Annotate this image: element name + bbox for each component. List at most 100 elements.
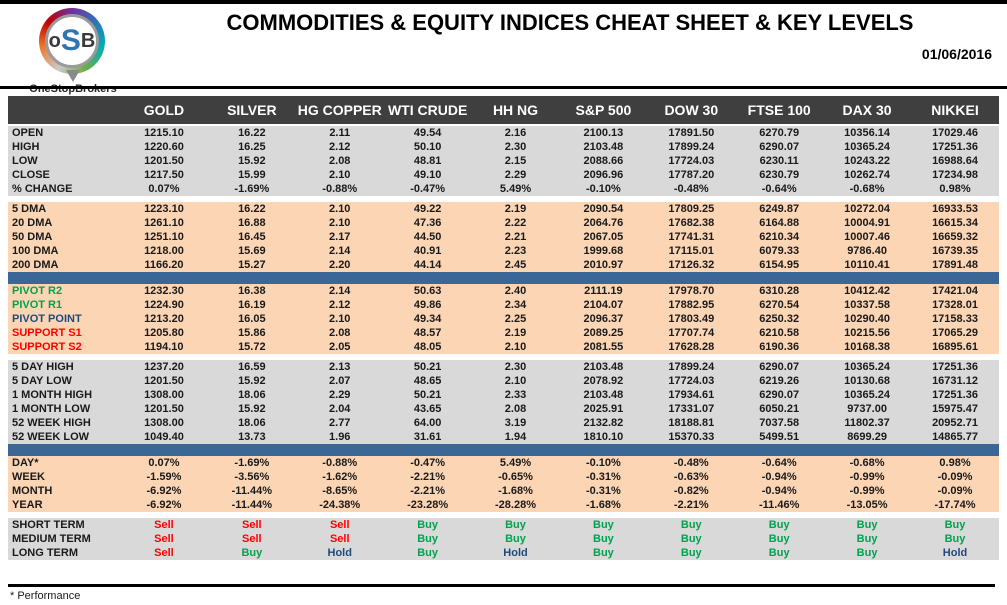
row-label: SUPPORT S1	[8, 326, 120, 340]
section-divider-gap	[8, 196, 999, 202]
cell: 15.72	[207, 340, 296, 354]
footer-divider	[8, 584, 995, 587]
column-header: NIKKEI	[911, 96, 999, 124]
cell: 16.38	[207, 284, 296, 298]
cell: 16731.12	[911, 374, 999, 388]
table-row-medium-term: MEDIUM TERM Sell Sell Sell Buy Buy Buy Buy Buy Bu…	[8, 532, 999, 546]
table-row-support-s2: SUPPORT S2 1194.10 15.72 2.05 48.05 2.10 2081.…	[8, 340, 999, 354]
cell: 10365.24	[823, 388, 912, 402]
table-row-52-week-high: 52 WEEK HIGH 1308.00 18.06 2.77 64.00 3.19 213…	[8, 416, 999, 430]
cell: 1220.60	[120, 140, 208, 154]
column-header: S&P 500	[559, 96, 648, 124]
cell: -6.92%	[120, 498, 208, 512]
cell: -0.31%	[559, 484, 648, 498]
cell: 1.96	[295, 430, 384, 444]
cell: 6210.58	[735, 326, 824, 340]
cell: -6.92%	[120, 484, 208, 498]
cell: -2.21%	[383, 470, 472, 484]
cell: 2081.55	[559, 340, 648, 354]
cell: Buy	[647, 546, 736, 560]
cell: 15370.33	[647, 430, 736, 444]
row-label: 5 DMA	[8, 202, 120, 216]
table-row-1-month-high: 1 MONTH HIGH 1308.00 18.06 2.29 50.21 2.33 210…	[8, 388, 999, 402]
cell: 6079.33	[735, 244, 824, 258]
cell: 11802.37	[823, 416, 912, 430]
row-label: PIVOT R2	[8, 284, 120, 298]
cell: 2.10	[295, 216, 384, 230]
cell: Sell	[120, 546, 208, 560]
cell: 15.86	[207, 326, 296, 340]
cell: 50.63	[383, 284, 472, 298]
cell: Buy	[647, 532, 736, 546]
cell: 18188.81	[647, 416, 736, 430]
cell: 6219.26	[735, 374, 824, 388]
cell: 16.22	[207, 126, 296, 140]
cell: -0.63%	[647, 470, 736, 484]
column-header: WTI CRUDE	[383, 96, 472, 124]
cell: 1224.90	[120, 298, 208, 312]
section-divider-gap	[8, 124, 999, 126]
row-label: % CHANGE	[8, 182, 120, 196]
cell: Buy	[823, 546, 912, 560]
cell: 1205.80	[120, 326, 208, 340]
cell: 6270.79	[735, 126, 824, 140]
cell: Sell	[207, 518, 296, 532]
table-row-high: HIGH 1220.60 16.25 2.12 50.10 2.30 2103.48 1789…	[8, 140, 999, 154]
cell: -3.56%	[207, 470, 296, 484]
cell: 2.13	[295, 360, 384, 374]
cell: 17251.36	[911, 360, 999, 374]
cell: Buy	[647, 518, 736, 532]
cell: 2.07	[295, 374, 384, 388]
cell: 2.23	[471, 244, 560, 258]
cell: 16615.34	[911, 216, 999, 230]
cell: 1215.10	[120, 126, 208, 140]
cell: -1.59%	[120, 470, 208, 484]
cell: -0.64%	[735, 182, 824, 196]
cheat-sheet-table-container: GOLD SILVER HG COPPER WTI CRUDE HH NG S&P 500…	[8, 96, 999, 560]
cell: 1223.10	[120, 202, 208, 216]
cell: -17.74%	[911, 498, 999, 512]
cell: 17115.01	[647, 244, 736, 258]
cell: -11.44%	[207, 498, 296, 512]
row-label: 100 DMA	[8, 244, 120, 258]
table-row-20-dma: 20 DMA 1261.10 16.88 2.10 47.36 2.22 2064.76 17…	[8, 216, 999, 230]
cell: 2.40	[471, 284, 560, 298]
cell: 48.05	[383, 340, 472, 354]
cell: Buy	[559, 518, 648, 532]
row-label: CLOSE	[8, 168, 120, 182]
table-row-close: CLOSE 1217.50 15.99 2.10 49.10 2.29 2096.96 177…	[8, 168, 999, 182]
cell: 2.10	[295, 168, 384, 182]
cell: 10337.58	[823, 298, 912, 312]
cell: 7037.58	[735, 416, 824, 430]
cell: 17934.61	[647, 388, 736, 402]
cell: 1261.10	[120, 216, 208, 230]
cell: 6250.32	[735, 312, 824, 326]
cell: 43.65	[383, 402, 472, 416]
cell: Sell	[207, 532, 296, 546]
cell: 16988.64	[911, 154, 999, 168]
cell: Buy	[559, 532, 648, 546]
row-label: MONTH	[8, 484, 120, 498]
cell: Buy	[911, 518, 999, 532]
row-label: 50 DMA	[8, 230, 120, 244]
cell: 16895.61	[911, 340, 999, 354]
cell: 6190.36	[735, 340, 824, 354]
cell: 2.12	[295, 298, 384, 312]
cell: -0.65%	[471, 470, 560, 484]
row-label: SHORT TERM	[8, 518, 120, 532]
cell: 10004.91	[823, 216, 912, 230]
cell: 6249.87	[735, 202, 824, 216]
cell: 2.30	[471, 140, 560, 154]
cell: 10365.24	[823, 360, 912, 374]
cell: Buy	[823, 532, 912, 546]
cell: 2.29	[295, 388, 384, 402]
cell: -0.09%	[911, 484, 999, 498]
column-header: FTSE 100	[735, 96, 824, 124]
cell: 16.45	[207, 230, 296, 244]
cell: 2.04	[295, 402, 384, 416]
cell: Sell	[120, 532, 208, 546]
cell: 17787.20	[647, 168, 736, 182]
column-header: DAX 30	[823, 96, 912, 124]
table-row-100-dma: 100 DMA 1218.00 15.69 2.14 40.91 2.23 1999.68 1…	[8, 244, 999, 258]
